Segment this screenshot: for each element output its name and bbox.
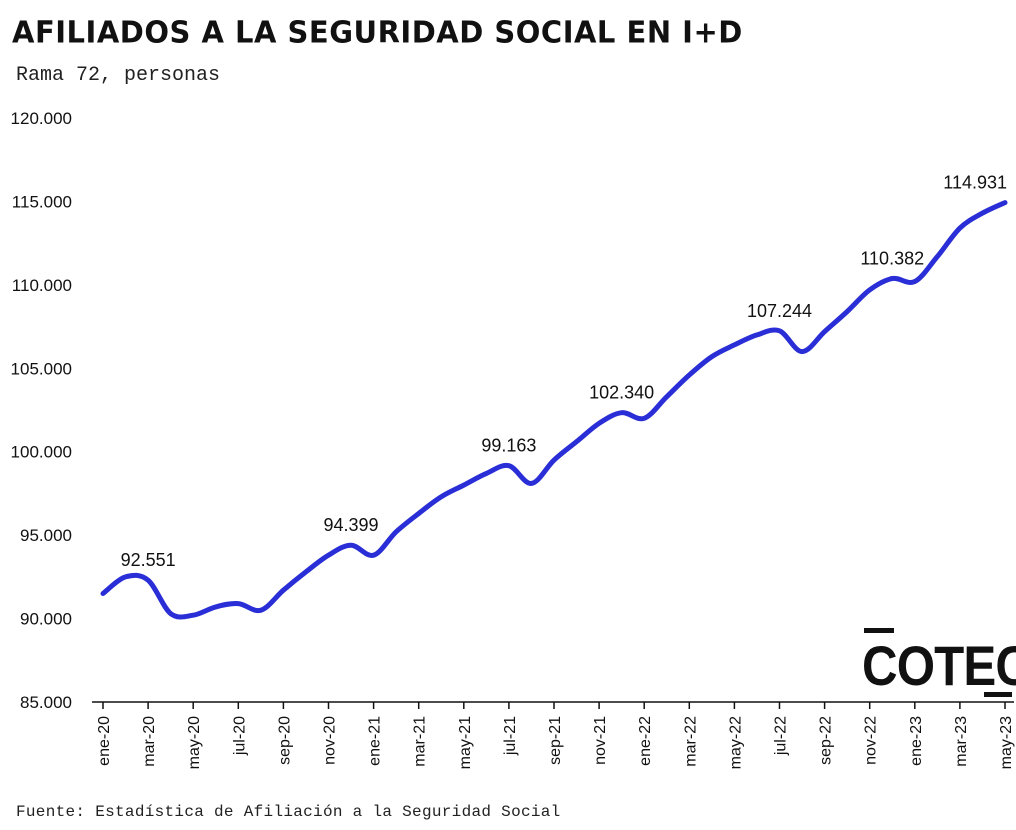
y-tick-label: 85.000 xyxy=(20,693,72,712)
x-tick-label: nov-22 xyxy=(863,716,880,765)
x-tick-label: mar-21 xyxy=(412,716,429,767)
x-tick-label: nov-20 xyxy=(322,716,339,765)
x-tick-label: sep-21 xyxy=(547,716,564,765)
x-tick-label: may-21 xyxy=(457,716,474,769)
data-label: 110.382 xyxy=(860,248,924,268)
series-line xyxy=(100,200,1008,620)
y-tick-label: 100.000 xyxy=(11,443,72,462)
logo-text: COTEC xyxy=(862,634,1016,697)
data-label: 102.340 xyxy=(589,383,654,403)
x-tick-label: sep-22 xyxy=(818,716,835,765)
y-tick-label: 110.000 xyxy=(12,276,72,295)
data-labels: 92.551 94.399 99.163 102.340 107.244 110.382 1… xyxy=(121,173,1007,571)
y-tick-label: 95.000 xyxy=(20,526,72,545)
cotec-logo: COTEC xyxy=(862,628,1016,700)
x-tick-label: may-23 xyxy=(998,716,1015,769)
x-tick-label: may-22 xyxy=(727,716,744,769)
y-axis: 85.000 90.000 95.000 100.000 105.000 110.000 1… xyxy=(11,109,72,712)
x-tick-label: jul-22 xyxy=(773,716,790,756)
x-tick-label: sep-20 xyxy=(276,716,293,765)
data-label: 99.163 xyxy=(481,436,536,456)
x-tick-label: nov-21 xyxy=(592,716,609,765)
chart-subtitle: Rama 72, personas xyxy=(16,64,221,87)
data-label: 92.551 xyxy=(121,550,176,570)
data-label: 94.399 xyxy=(324,515,379,535)
data-label: 114.931 xyxy=(943,173,1007,193)
y-tick-label: 90.000 xyxy=(20,610,72,629)
y-tick-label: 115.000 xyxy=(12,192,72,211)
x-tick-label: ene-21 xyxy=(367,716,384,766)
y-tick-label: 105.000 xyxy=(11,359,72,378)
source-note: Fuente: Estadística de Afiliación a la S… xyxy=(16,803,561,821)
x-tick-label: mar-23 xyxy=(953,716,970,767)
logo-bar-bottom xyxy=(984,692,1012,697)
logo-bar-top xyxy=(864,628,894,633)
x-tick-label: mar-22 xyxy=(682,716,699,767)
x-tick-label: jul-21 xyxy=(502,716,519,756)
chart-title: AFILIADOS A LA SEGURIDAD SOCIAL EN I+D xyxy=(12,14,743,50)
x-tick-label: may-20 xyxy=(186,716,203,769)
x-tick-label: jul-20 xyxy=(231,716,248,756)
data-label: 107.244 xyxy=(747,301,812,321)
x-axis: ene-20 mar-20 may-20 jul-20 sep-20 nov-20 ene-… xyxy=(96,702,1015,769)
x-tick-label: ene-23 xyxy=(908,716,925,766)
x-tick-label: ene-20 xyxy=(96,716,113,766)
x-tick-label: ene-22 xyxy=(637,716,654,766)
x-tick-label: mar-20 xyxy=(141,716,158,767)
y-tick-label: 120.000 xyxy=(11,109,72,128)
